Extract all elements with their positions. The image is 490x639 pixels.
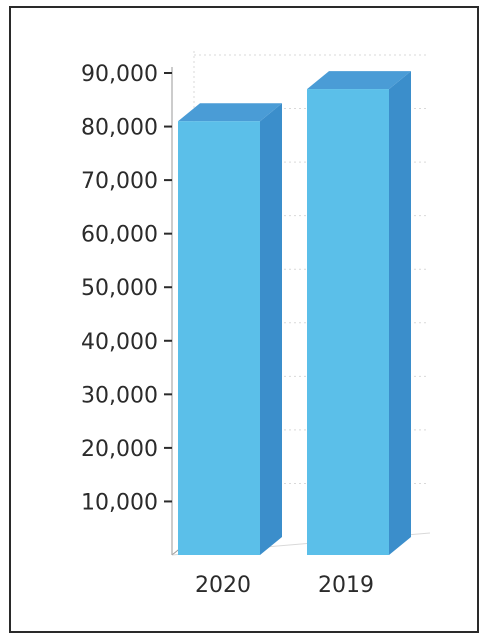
bar-front-face	[178, 121, 260, 555]
y-tick-label: 30,000	[81, 383, 158, 408]
y-tick-label: 60,000	[81, 223, 158, 248]
bar	[307, 71, 411, 556]
y-tick-label: 70,000	[81, 169, 158, 194]
x-category-label: 2020	[195, 573, 251, 598]
bar	[178, 103, 282, 555]
y-tick-label: 10,000	[81, 490, 158, 515]
y-tick-label: 80,000	[81, 116, 158, 141]
y-tick-label: 40,000	[81, 330, 158, 355]
bars-layer	[178, 71, 411, 556]
bar-front-face	[307, 89, 389, 556]
y-tick-label: 50,000	[81, 276, 158, 301]
labels-layer: 10,000 20,000 30,000 40,000 50,000 60,000 70,0…	[81, 62, 374, 598]
bar-top-face	[178, 103, 282, 122]
bar-top-face	[307, 71, 411, 90]
y-tick-label: 20,000	[81, 437, 158, 462]
bar-side-face	[389, 71, 411, 556]
y-tick-label: 90,000	[81, 62, 158, 87]
x-category-label: 2019	[318, 573, 374, 598]
bar-side-face	[260, 103, 282, 555]
